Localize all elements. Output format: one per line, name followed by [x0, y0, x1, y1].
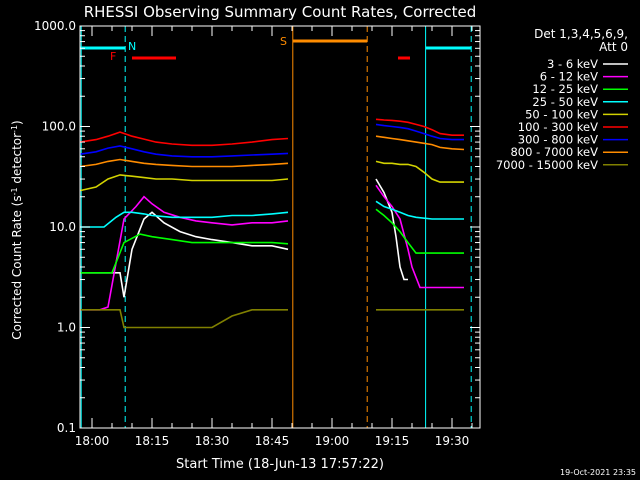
- series-line-4: [80, 211, 289, 228]
- annotation-s: S: [280, 35, 287, 48]
- x-axis: 18:00 18:15 18:30 18:45 19:00 19:15 19:30: [75, 26, 473, 448]
- legend-label: 25 - 50 keV: [532, 95, 598, 109]
- y-axis: 1000.0 100.0 10.0 1.0 0.1: [34, 19, 480, 435]
- annotation-n: N: [128, 40, 136, 53]
- legend-label: 800 - 7000 keV: [510, 145, 598, 159]
- series-lines: [79, 118, 465, 329]
- legend-label: 300 - 800 keV: [518, 133, 598, 147]
- series-line-1: [375, 178, 408, 281]
- y-tick-label: 1.0: [57, 321, 76, 335]
- annotation-f: F: [110, 50, 116, 63]
- vertical-markers: [80, 26, 472, 428]
- series-line-4: [375, 200, 464, 220]
- y-axis-label: Corrected Count Rate (s-1 detector-1): [10, 120, 25, 339]
- legend-label: 3 - 6 keV: [547, 57, 598, 71]
- series-line-5: [375, 160, 464, 183]
- legend-label: 12 - 25 keV: [532, 82, 598, 96]
- series-line-9: [80, 308, 288, 329]
- series-line-6: [79, 131, 289, 147]
- x-tick-label: 18:30: [195, 434, 230, 448]
- legend-label: 50 - 100 keV: [525, 107, 598, 121]
- series-line-3: [80, 233, 289, 274]
- y-tick-label: 0.1: [57, 421, 76, 435]
- chart-title: RHESSI Observing Summary Count Rates, Co…: [84, 3, 477, 21]
- series-line-5: [79, 174, 289, 192]
- x-tick-label: 19:30: [435, 434, 470, 448]
- series-line-2: [80, 195, 289, 311]
- series-line-7: [79, 145, 289, 158]
- legend-label: 7000 - 15000 keV: [496, 158, 598, 172]
- generation-timestamp: 19-Oct-2021 23:35: [560, 468, 636, 477]
- x-axis-label: Start Time (18-Jun-13 17:57:22): [176, 457, 384, 472]
- series-line-2: [375, 184, 464, 289]
- legend-label: 100 - 300 keV: [518, 120, 598, 134]
- series-line-8: [375, 135, 465, 151]
- legend-header-line-2: Att 0: [599, 40, 628, 54]
- status-bars: [80, 39, 472, 60]
- status-annotations: NF S: [110, 35, 287, 63]
- series-line-8: [79, 158, 289, 168]
- series-line-1: [80, 211, 289, 298]
- legend-label: 6 - 12 keV: [540, 70, 598, 84]
- series-line-7: [375, 123, 464, 141]
- legend-header-line-1: Det 1,3,4,5,6,9,: [534, 27, 628, 41]
- y-tick-label: 10.0: [49, 220, 76, 234]
- x-tick-label: 18:15: [135, 434, 170, 448]
- x-tick-label: 18:45: [255, 434, 290, 448]
- x-tick-label: 19:15: [375, 434, 410, 448]
- x-tick-label: 19:00: [315, 434, 350, 448]
- series-line-3: [375, 208, 464, 254]
- series-line-6: [375, 118, 464, 136]
- y-tick-label: 1000.0: [34, 19, 76, 33]
- x-tick-label: 18:00: [75, 434, 110, 448]
- y-tick-label: 100.0: [42, 120, 76, 134]
